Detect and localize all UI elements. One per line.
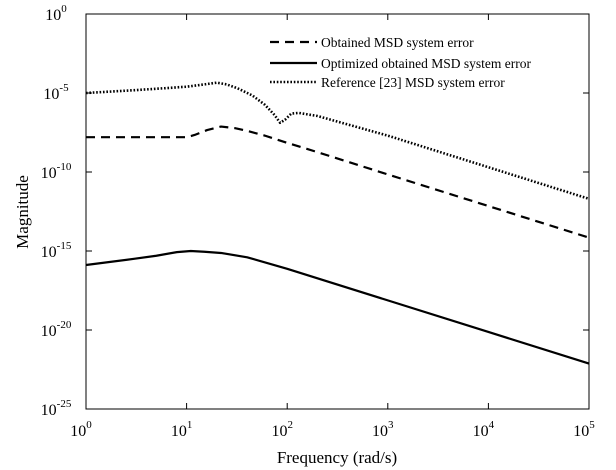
x-tick-exponent: 0 <box>86 419 92 431</box>
series-lines <box>85 81 590 365</box>
legend-entry-label: Optimized obtained MSD system error <box>321 56 531 71</box>
y-tick-label: 100 <box>45 3 67 24</box>
x-axis-label: Frequency (rad/s) <box>277 448 397 467</box>
plot-area-frame <box>85 13 590 410</box>
x-tick-label: 104 <box>473 419 495 440</box>
series-line-dashed <box>86 125 590 239</box>
x-tick-label: 103 <box>372 419 394 440</box>
y-tick-label: 10-20 <box>41 319 72 340</box>
legend: Obtained MSD system error Optimized obtai… <box>270 35 531 90</box>
tick-marks <box>85 13 590 410</box>
x-tick-label: 100 <box>70 419 92 440</box>
legend-entry-label: Reference [23] MSD system error <box>321 75 505 90</box>
y-tick-label: 10-25 <box>41 398 72 419</box>
x-tick-exponent: 4 <box>489 419 495 431</box>
series-line-solid <box>85 249 590 365</box>
y-tick-exponent: -10 <box>57 161 72 173</box>
x-tick-exponent: 1 <box>187 419 193 431</box>
y-tick-label: 10-15 <box>41 240 72 261</box>
legend-entry-label: Obtained MSD system error <box>321 35 474 50</box>
y-tick-exponent: -5 <box>59 82 69 94</box>
x-tick-label: 101 <box>171 419 193 440</box>
y-tick-label: 10-10 <box>41 161 72 182</box>
x-tick-label: 105 <box>573 419 595 440</box>
x-tick-exponent: 2 <box>287 419 293 431</box>
x-tick-exponent: 3 <box>388 419 394 431</box>
y-tick-exponent: -15 <box>57 240 72 252</box>
y-tick-label: 10-5 <box>43 82 69 103</box>
x-tick-label: 102 <box>271 419 293 440</box>
y-tick-exponent: -25 <box>57 398 72 410</box>
y-tick-exponent: 0 <box>61 3 67 15</box>
series-line-dotted <box>85 81 590 201</box>
y-tick-exponent: -20 <box>57 319 72 331</box>
x-tick-exponent: 5 <box>589 419 595 431</box>
y-axis-label: Magnitude <box>13 175 32 249</box>
